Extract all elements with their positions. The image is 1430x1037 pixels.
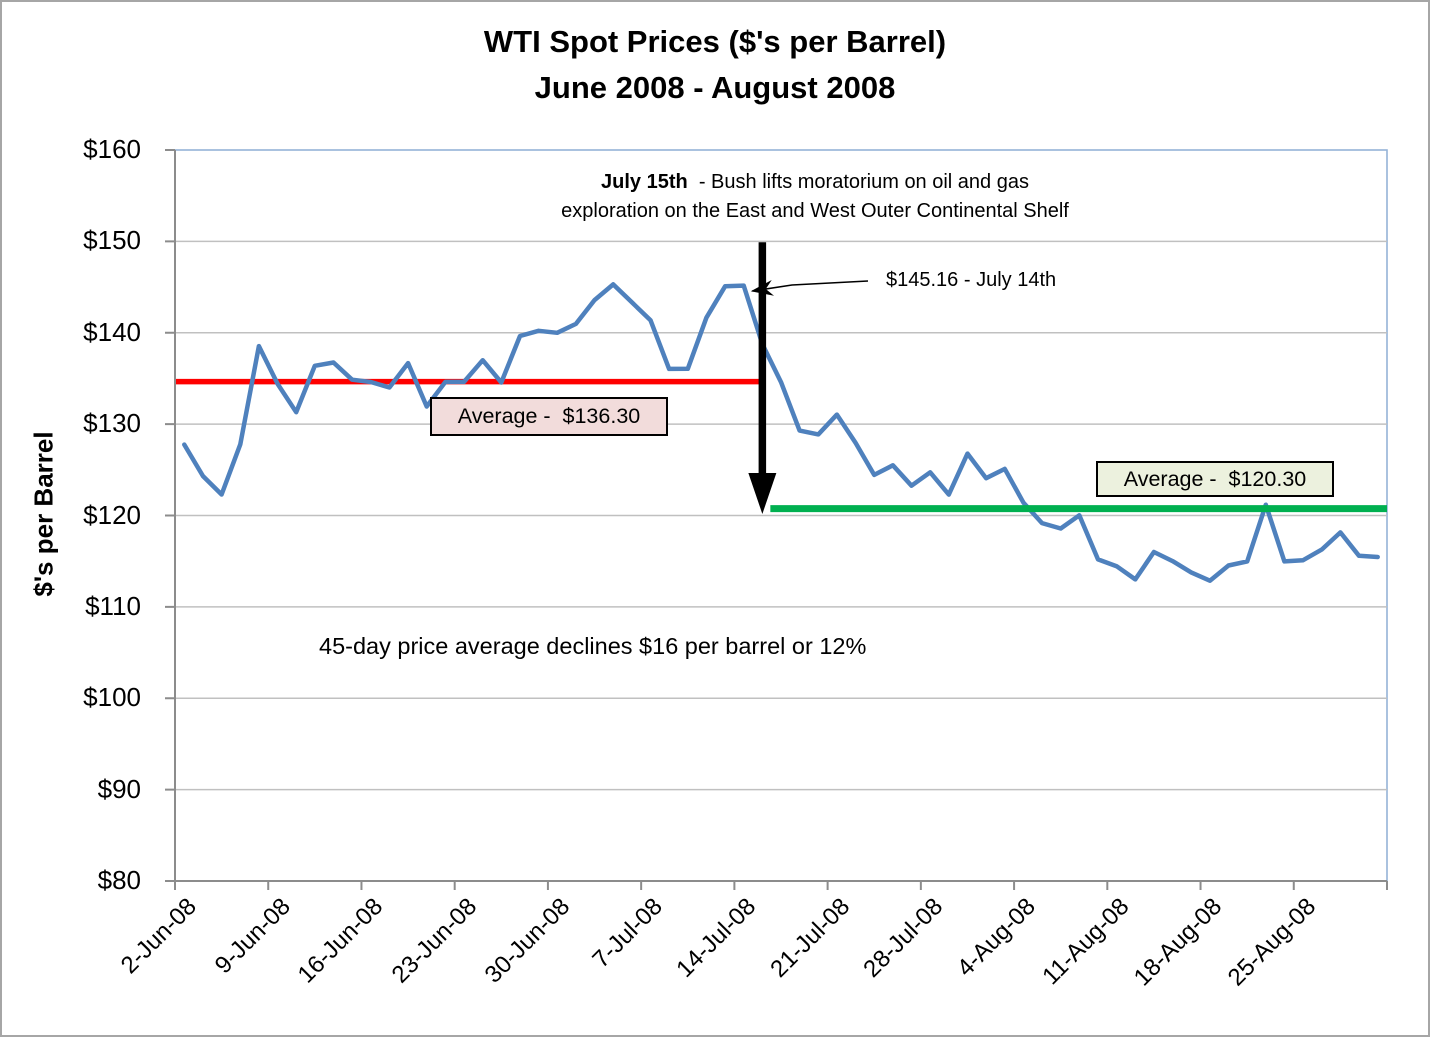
event-line1-text: - Bush lifts moratorium on oil and gas <box>687 171 1029 193</box>
y-tick-label: $160 <box>83 134 141 164</box>
y-tick-label: $150 <box>83 225 141 256</box>
y-tick-label: $140 <box>83 316 141 347</box>
average-low-label: Average - $120.30 <box>1123 466 1307 491</box>
price-line <box>182 282 1380 583</box>
event-annotation-line1: July 15th - Bush lifts moratorium on oil… <box>462 168 1168 197</box>
peak-price-label: $145.16 - July 14th <box>886 269 1057 291</box>
average-high-label: Average - $136.30 <box>457 404 641 428</box>
event-date-bold: July 15th <box>601 171 688 193</box>
y-tick-label: $130 <box>83 408 141 439</box>
y-axis-title: $'s per Barrel <box>28 431 59 597</box>
event-arrow-head <box>748 473 777 514</box>
event-annotation-line2: exploration on the East and West Outer C… <box>561 200 1069 222</box>
y-tick-label: $120 <box>83 499 141 530</box>
y-tick-label: $100 <box>83 682 141 713</box>
peak-pointer-arrow <box>750 279 869 296</box>
event-annotation: July 15th - Bush lifts moratorium on oil… <box>462 168 1168 226</box>
decline-note: 45-day price average declines $16 per ba… <box>319 633 867 659</box>
chart-title-line2: June 2008 - August 2008 <box>534 70 896 105</box>
y-tick-label: $110 <box>85 590 141 621</box>
average-low-callout: Average - $120.30 <box>1096 461 1334 497</box>
average-high-callout: Average - $136.30 <box>430 397 668 436</box>
y-tick-label: $80 <box>97 865 141 895</box>
y-tick-label: $90 <box>97 773 141 804</box>
chart-title-line1: WTI Spot Prices ($'s per Barrel) <box>483 24 947 59</box>
